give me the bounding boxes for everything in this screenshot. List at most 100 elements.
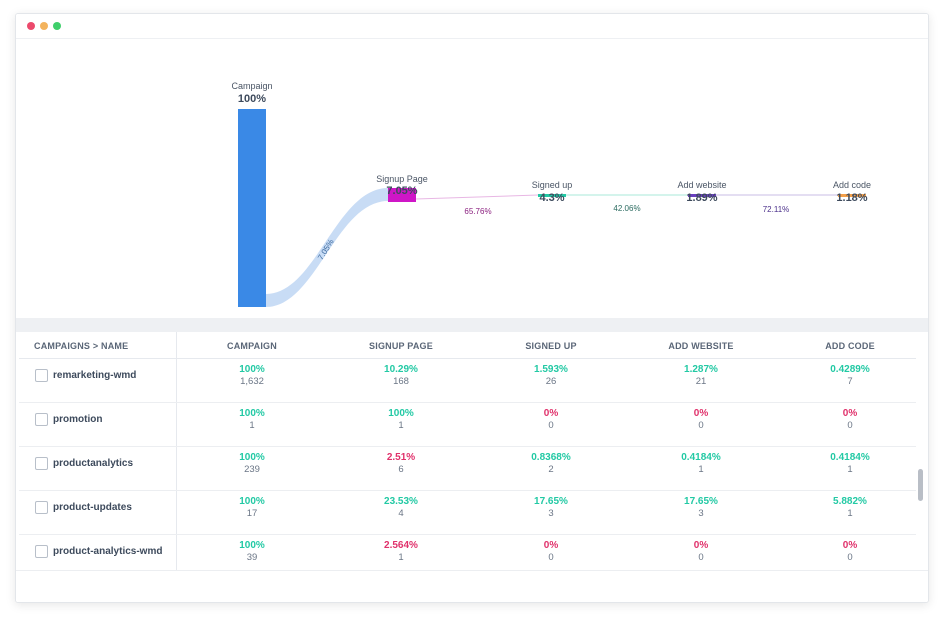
funnel-chart: 7.05% Campaign 100% Signup Page 7.05% Si… [16, 39, 928, 319]
column-header-signed-up[interactable]: SIGNED UP [525, 341, 577, 351]
cell-count: 17 [246, 508, 258, 519]
funnel-step-pct-signup-page: 7.05% [386, 185, 418, 197]
cell-count: 0 [548, 420, 554, 431]
cell-percent: 0.4184% [681, 452, 721, 463]
cell-count: 239 [244, 464, 260, 475]
cell-percent: 17.65% [684, 496, 718, 507]
title-bar [16, 14, 928, 39]
column-header-add-website[interactable]: ADD WEBSITE [668, 341, 734, 351]
table-row[interactable]: product-updates 100% 17 23.53% 4 17.65% 3 17.65… [19, 491, 916, 535]
cell-count: 1 [847, 464, 853, 475]
funnel-conv-label-1: 7.05% [316, 238, 336, 262]
cell-percent: 100% [388, 408, 414, 419]
cell-percent: 2.564% [384, 540, 418, 551]
table-cell: 0.8368% 2 [496, 451, 606, 476]
table-row[interactable]: promotion 100% 1 100% 1 0% 0 0% 0 0% 0 [19, 403, 916, 447]
cell-count: 26 [545, 376, 557, 387]
table-cell: 100% 1 [197, 407, 307, 432]
cell-percent: 2.51% [386, 452, 416, 463]
funnel-link-signup-signedup [415, 194, 539, 200]
cell-count: 1 [249, 420, 255, 431]
cell-percent: 100% [239, 364, 265, 375]
cell-count: 7 [847, 376, 853, 387]
cell-percent: 0.4184% [830, 452, 870, 463]
cell-percent: 100% [239, 540, 265, 551]
column-header-add-code[interactable]: ADD CODE [825, 341, 875, 351]
cell-count: 0 [698, 420, 704, 431]
cell-count: 0 [847, 420, 853, 431]
table-scrollbar[interactable] [918, 469, 923, 501]
minimize-window-icon[interactable] [40, 22, 48, 30]
campaign-name[interactable]: promotion [53, 414, 103, 425]
table-row[interactable]: remarketing-wmd 100% 1,632 10.29% 168 1.593% 2… [19, 359, 916, 403]
table-cell: 0.4184% 1 [795, 451, 905, 476]
table-cell: 5.882% 1 [795, 495, 905, 520]
table-cell: 100% 1 [346, 407, 456, 432]
name-column-divider [176, 332, 177, 570]
cell-percent: 0% [693, 540, 709, 551]
table-cell: 0% 0 [795, 407, 905, 432]
table-cell: 2.51% 6 [346, 451, 456, 476]
funnel-step-label-campaign: Campaign [231, 81, 273, 91]
column-header-signup-page[interactable]: SIGNUP PAGE [369, 341, 433, 351]
close-window-icon[interactable] [27, 22, 35, 30]
cell-count: 4 [398, 508, 404, 519]
cell-count: 0 [847, 552, 853, 563]
cell-count: 1 [847, 508, 853, 519]
table-cell: 0% 0 [646, 407, 756, 432]
funnel-step-pct-add-code: 1.18% [836, 192, 868, 204]
cell-percent: 0% [543, 540, 559, 551]
cell-percent: 0.4289% [830, 364, 870, 375]
funnel-bar-campaign[interactable] [238, 109, 266, 307]
funnel-bar-signup-page[interactable] [388, 188, 416, 202]
cell-percent: 23.53% [384, 496, 418, 507]
funnel-step-label-add-website: Add website [677, 180, 727, 190]
funnel-step-pct-signed-up: 4.3% [539, 192, 565, 204]
row-checkbox[interactable] [35, 501, 48, 514]
cell-percent: 17.65% [534, 496, 568, 507]
row-checkbox[interactable] [35, 545, 48, 558]
table-cell: 1.287% 21 [646, 363, 756, 388]
funnel-svg: 7.05% [238, 109, 866, 307]
funnel-conv-label-4: 72.11% [762, 205, 790, 214]
app-window: 7.05% Campaign 100% Signup Page 7.05% Si… [15, 13, 929, 603]
column-header-campaign[interactable]: CAMPAIGN [227, 341, 277, 351]
cell-count: 1 [398, 552, 404, 563]
table-header: CAMPAIGNS > NAME CAMPAIGN SIGNUP PAGE SI… [19, 332, 916, 359]
funnel-step-label-signup-page: Signup Page [376, 174, 428, 184]
table-cell: 2.564% 1 [346, 539, 456, 564]
funnel-bar-add-code[interactable] [838, 194, 866, 197]
funnel-bar-add-website[interactable] [688, 194, 716, 197]
cell-percent: 0% [543, 408, 559, 419]
campaign-table: CAMPAIGNS > NAME CAMPAIGN SIGNUP PAGE SI… [19, 332, 916, 579]
funnel-conv-label-2: 65.76% [464, 207, 492, 216]
table-cell: 17.65% 3 [646, 495, 756, 520]
table-cell: 100% 239 [197, 451, 307, 476]
column-header-name[interactable]: CAMPAIGNS > NAME [34, 341, 129, 351]
funnel-conv-label-3: 42.06% [613, 204, 641, 213]
table-cell: 0% 0 [646, 539, 756, 564]
campaign-name[interactable]: product-analytics-wmd [53, 546, 163, 557]
campaign-name[interactable]: remarketing-wmd [53, 370, 137, 381]
funnel-step-label-add-code: Add code [832, 180, 872, 190]
cell-percent: 1.287% [684, 364, 718, 375]
table-row[interactable]: productanalytics 100% 239 2.51% 6 0.8368% 2 0.4… [19, 447, 916, 491]
footer-area [16, 570, 928, 602]
funnel-bar-signed-up[interactable] [538, 194, 566, 197]
cell-percent: 0% [842, 408, 858, 419]
cell-count: 0 [698, 552, 704, 563]
cell-percent: 100% [239, 452, 265, 463]
cell-percent: 0.8368% [531, 452, 571, 463]
row-checkbox[interactable] [35, 413, 48, 426]
campaign-name[interactable]: product-updates [53, 502, 132, 513]
maximize-window-icon[interactable] [53, 22, 61, 30]
cell-count: 6 [398, 464, 404, 475]
cell-count: 21 [695, 376, 707, 387]
table-cell: 100% 17 [197, 495, 307, 520]
cell-count: 3 [698, 508, 704, 519]
cell-count: 1,632 [240, 376, 264, 387]
row-checkbox[interactable] [35, 369, 48, 382]
row-checkbox[interactable] [35, 457, 48, 470]
campaign-name[interactable]: productanalytics [53, 458, 134, 469]
table-cell: 0% 0 [496, 407, 606, 432]
